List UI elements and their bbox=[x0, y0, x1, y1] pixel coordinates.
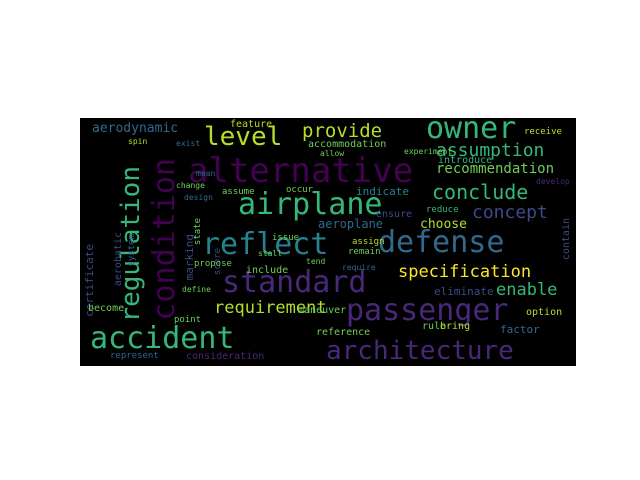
word: reference bbox=[316, 327, 371, 338]
word: exist bbox=[176, 139, 201, 148]
word: assume bbox=[222, 187, 255, 197]
word: accident bbox=[90, 321, 235, 356]
word: tend bbox=[306, 257, 326, 266]
word: indicate bbox=[356, 185, 409, 198]
word: include bbox=[246, 265, 289, 276]
word: experiment bbox=[404, 147, 453, 156]
word: receive bbox=[524, 127, 562, 137]
word: require bbox=[342, 263, 376, 272]
word: aerodynamic bbox=[92, 121, 179, 136]
word: point bbox=[174, 315, 202, 325]
word: contain bbox=[561, 218, 572, 261]
word: define bbox=[182, 285, 211, 294]
word: introduce bbox=[438, 155, 493, 166]
word: assumption bbox=[436, 140, 545, 161]
word: level bbox=[204, 122, 283, 152]
word: allow bbox=[320, 149, 345, 158]
word: factor bbox=[500, 323, 540, 336]
word: become bbox=[88, 303, 125, 314]
word: consideration bbox=[186, 351, 265, 362]
word: reflect bbox=[202, 227, 329, 262]
word: standard bbox=[222, 265, 367, 300]
word: state bbox=[193, 218, 203, 246]
word: issue bbox=[272, 233, 300, 243]
word: change bbox=[176, 181, 205, 190]
word: provide bbox=[302, 120, 383, 142]
word: choose bbox=[420, 217, 467, 232]
word: represent bbox=[110, 351, 159, 361]
word: passenger bbox=[346, 293, 509, 328]
word: recommendation bbox=[436, 161, 555, 177]
word: concept bbox=[472, 202, 548, 223]
word: enable bbox=[496, 280, 558, 300]
word: architecture bbox=[326, 336, 514, 366]
word: develop bbox=[536, 177, 570, 186]
word: design bbox=[184, 193, 213, 202]
word: ensure bbox=[376, 209, 413, 220]
word: maneuver bbox=[298, 305, 347, 316]
word: defense bbox=[378, 225, 505, 260]
word: reduce bbox=[426, 205, 459, 215]
word: stall bbox=[258, 249, 283, 258]
word: propose bbox=[194, 259, 232, 269]
word: alternative bbox=[188, 151, 414, 191]
word: conclude bbox=[432, 180, 529, 204]
word: aerobatic bbox=[113, 232, 124, 287]
word: requirement bbox=[214, 298, 327, 318]
word: option bbox=[526, 307, 563, 318]
word: spin bbox=[128, 137, 148, 146]
word: occur bbox=[286, 185, 314, 195]
word: feature bbox=[230, 119, 273, 130]
word-cloud: alternative airplane owner regulation co… bbox=[80, 118, 576, 366]
word: assign bbox=[352, 237, 385, 247]
word: system bbox=[127, 234, 137, 267]
word: remain bbox=[348, 247, 381, 257]
word: bring bbox=[440, 321, 471, 332]
word: owner bbox=[426, 118, 517, 146]
word: airplane bbox=[238, 187, 383, 222]
word: rule bbox=[422, 321, 447, 332]
word: accommodation bbox=[308, 139, 387, 150]
word: eliminate bbox=[434, 285, 494, 298]
word: specification bbox=[398, 262, 532, 282]
word: aeroplane bbox=[318, 217, 384, 231]
word: mean bbox=[196, 169, 216, 178]
